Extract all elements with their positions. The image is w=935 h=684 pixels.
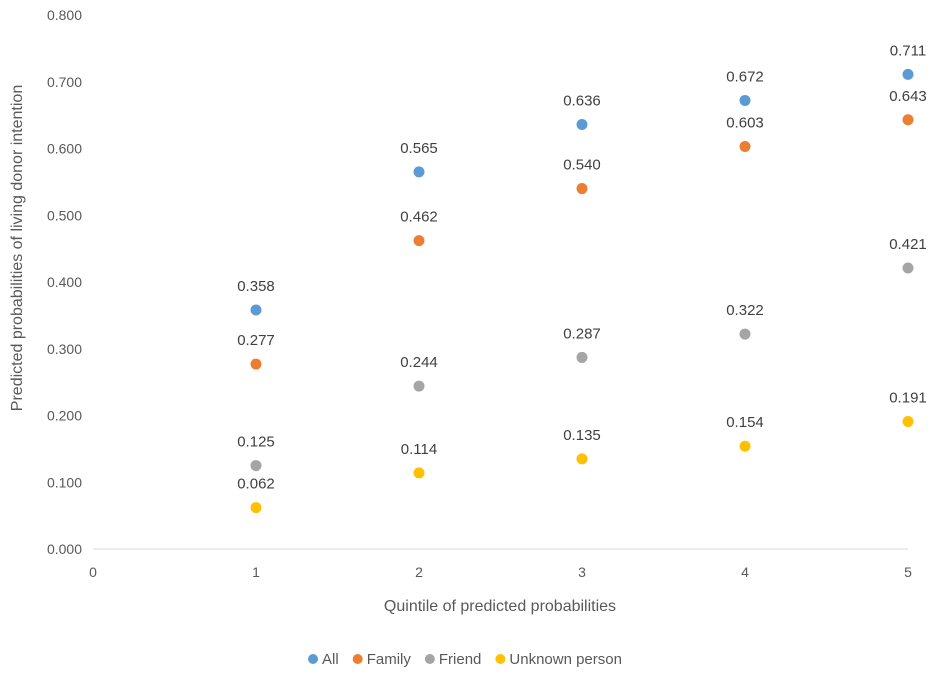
legend-marker-icon <box>424 654 435 664</box>
data-label: 0.672 <box>726 68 764 85</box>
legend-item: Friend <box>424 651 482 668</box>
data-point <box>576 351 588 363</box>
data-point <box>576 453 588 465</box>
data-point <box>413 467 425 479</box>
data-label: 0.125 <box>237 434 275 451</box>
legend-item: Unknown person <box>495 651 622 668</box>
data-label: 0.191 <box>889 390 927 407</box>
x-tick-label: 0 <box>89 564 97 580</box>
y-tick-label: 0.300 <box>47 341 82 357</box>
x-tick-label: 2 <box>415 564 423 580</box>
series-family: 0.277 0.462 0.540 0.603 0.643 <box>237 88 927 370</box>
data-point <box>250 304 262 316</box>
legend-item: Family <box>352 651 412 668</box>
data-label: 0.154 <box>726 414 764 431</box>
data-label: 0.277 <box>237 332 275 349</box>
y-axis-title: Predicted probabilities of living donor … <box>9 85 26 411</box>
y-tick-label: 0.600 <box>47 141 82 157</box>
data-point <box>739 140 751 152</box>
data-point <box>902 114 914 126</box>
data-label: 0.421 <box>889 236 927 253</box>
data-label: 0.114 <box>401 441 437 458</box>
data-point <box>413 166 425 178</box>
y-tick-label: 0.500 <box>47 207 82 223</box>
y-tick-label: 0.100 <box>47 474 82 490</box>
series-all: 0.358 0.565 0.636 0.672 0.711 <box>237 42 926 316</box>
legend-label: All <box>322 651 339 668</box>
data-label: 0.462 <box>400 209 438 226</box>
data-point <box>250 460 262 472</box>
data-label: 0.636 <box>563 92 601 109</box>
y-tick-label: 0.000 <box>47 541 82 557</box>
legend-item: All <box>308 651 339 668</box>
legend-label: Unknown person <box>509 651 622 668</box>
data-label: 0.062 <box>237 476 275 493</box>
series-unknown-person: 0.062 0.114 0.135 0.154 0.191 <box>237 390 927 514</box>
data-label: 0.603 <box>726 114 764 131</box>
x-tick-label: 4 <box>741 564 749 580</box>
data-point <box>413 235 425 247</box>
data-label: 0.135 <box>563 427 601 444</box>
legend-label: Family <box>367 651 412 668</box>
legend-marker-icon <box>308 654 319 664</box>
y-tick-label: 0.200 <box>47 408 82 424</box>
data-point <box>739 440 751 452</box>
series-friend: 0.125 0.244 0.287 0.322 0.421 <box>237 236 927 472</box>
data-point <box>902 68 914 80</box>
data-label: 0.322 <box>726 302 764 319</box>
data-point <box>739 94 751 106</box>
y-tick-label: 0.700 <box>47 74 82 90</box>
data-point <box>250 358 262 370</box>
data-point <box>902 416 914 428</box>
legend: All Family Friend Unknown person <box>308 651 622 668</box>
data-point <box>739 328 751 340</box>
data-point <box>250 502 262 514</box>
data-point <box>902 262 914 274</box>
data-label: 0.643 <box>889 88 927 105</box>
data-point <box>413 380 425 392</box>
data-label: 0.358 <box>237 278 275 295</box>
x-tick-label: 3 <box>578 564 586 580</box>
data-point <box>576 118 588 130</box>
data-label: 0.244 <box>400 354 438 371</box>
y-tick-label: 0.400 <box>47 274 82 290</box>
legend-label: Friend <box>439 651 482 668</box>
y-tick-label: 0.800 <box>47 7 82 23</box>
data-label: 0.711 <box>890 42 926 59</box>
legend-marker-icon <box>495 654 506 664</box>
data-label: 0.565 <box>400 140 438 157</box>
x-tick-label: 5 <box>904 564 912 580</box>
x-axis-title: Quintile of predicted probabilities <box>384 598 616 615</box>
x-tick-label: 1 <box>252 564 260 580</box>
legend-marker-icon <box>352 654 363 664</box>
data-label: 0.540 <box>563 157 601 174</box>
data-label: 0.287 <box>563 325 601 342</box>
data-point <box>576 183 588 195</box>
